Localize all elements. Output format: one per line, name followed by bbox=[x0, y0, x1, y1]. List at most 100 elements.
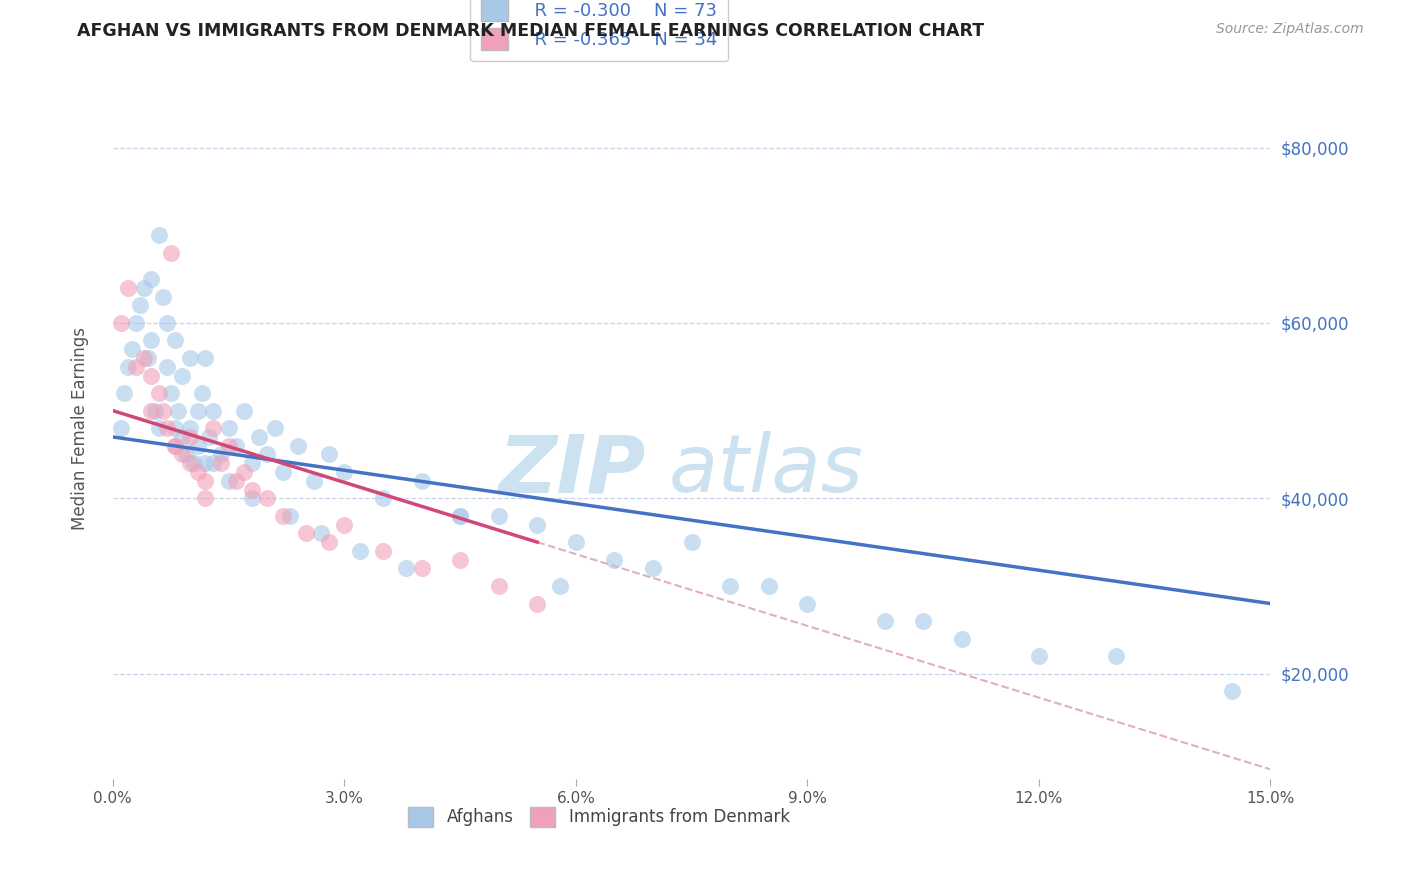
Point bbox=[172, 430, 194, 444]
Point bbox=[411, 561, 433, 575]
Point bbox=[179, 351, 201, 365]
Point bbox=[202, 456, 225, 470]
Point bbox=[209, 456, 232, 470]
Text: Source: ZipAtlas.com: Source: ZipAtlas.com bbox=[1216, 22, 1364, 37]
Point bbox=[271, 465, 294, 479]
Point bbox=[141, 403, 163, 417]
Point bbox=[112, 386, 135, 401]
Point bbox=[526, 597, 548, 611]
Point bbox=[218, 421, 240, 435]
Point bbox=[148, 421, 170, 435]
Point bbox=[449, 508, 471, 523]
Point bbox=[681, 535, 703, 549]
Point bbox=[198, 430, 221, 444]
Point bbox=[333, 465, 356, 479]
Point bbox=[550, 579, 572, 593]
Point bbox=[488, 508, 510, 523]
Point bbox=[395, 561, 418, 575]
Point bbox=[565, 535, 588, 549]
Point bbox=[187, 403, 209, 417]
Point bbox=[449, 508, 471, 523]
Point bbox=[179, 421, 201, 435]
Point bbox=[163, 439, 186, 453]
Point bbox=[202, 421, 225, 435]
Point bbox=[141, 272, 163, 286]
Point bbox=[194, 491, 217, 506]
Point bbox=[117, 281, 139, 295]
Point bbox=[873, 614, 896, 628]
Point bbox=[136, 351, 159, 365]
Point bbox=[187, 465, 209, 479]
Point bbox=[256, 448, 278, 462]
Point bbox=[152, 403, 174, 417]
Point bbox=[194, 351, 217, 365]
Point bbox=[172, 448, 194, 462]
Point bbox=[349, 544, 371, 558]
Point bbox=[318, 448, 340, 462]
Text: ZIP: ZIP bbox=[498, 431, 645, 509]
Point bbox=[302, 474, 325, 488]
Point bbox=[110, 316, 132, 330]
Point bbox=[309, 526, 332, 541]
Point bbox=[912, 614, 935, 628]
Point bbox=[1028, 649, 1050, 664]
Point bbox=[148, 228, 170, 243]
Point bbox=[256, 491, 278, 506]
Point bbox=[240, 483, 263, 497]
Point bbox=[1220, 684, 1243, 698]
Point bbox=[121, 343, 143, 357]
Point bbox=[294, 526, 316, 541]
Point bbox=[141, 368, 163, 383]
Point bbox=[141, 334, 163, 348]
Point bbox=[148, 386, 170, 401]
Point bbox=[125, 359, 148, 374]
Point bbox=[202, 403, 225, 417]
Point bbox=[187, 439, 209, 453]
Y-axis label: Median Female Earnings: Median Female Earnings bbox=[72, 326, 89, 530]
Point bbox=[179, 430, 201, 444]
Point bbox=[318, 535, 340, 549]
Point bbox=[183, 456, 205, 470]
Point bbox=[159, 245, 181, 260]
Point bbox=[796, 597, 818, 611]
Point bbox=[249, 430, 271, 444]
Point bbox=[156, 359, 179, 374]
Point bbox=[125, 316, 148, 330]
Point bbox=[110, 421, 132, 435]
Point bbox=[194, 456, 217, 470]
Point bbox=[287, 439, 309, 453]
Point bbox=[411, 474, 433, 488]
Point bbox=[156, 316, 179, 330]
Point bbox=[218, 439, 240, 453]
Point bbox=[333, 517, 356, 532]
Point bbox=[194, 474, 217, 488]
Point bbox=[371, 491, 394, 506]
Point bbox=[225, 474, 247, 488]
Text: AFGHAN VS IMMIGRANTS FROM DENMARK MEDIAN FEMALE EARNINGS CORRELATION CHART: AFGHAN VS IMMIGRANTS FROM DENMARK MEDIAN… bbox=[77, 22, 984, 40]
Point bbox=[179, 456, 201, 470]
Point bbox=[172, 368, 194, 383]
Point bbox=[641, 561, 664, 575]
Point bbox=[163, 334, 186, 348]
Point bbox=[758, 579, 780, 593]
Point bbox=[488, 579, 510, 593]
Point bbox=[159, 386, 181, 401]
Point bbox=[132, 281, 155, 295]
Point bbox=[152, 290, 174, 304]
Point bbox=[264, 421, 287, 435]
Point bbox=[128, 298, 150, 312]
Point bbox=[117, 359, 139, 374]
Point bbox=[163, 421, 186, 435]
Point bbox=[240, 491, 263, 506]
Point bbox=[190, 386, 212, 401]
Point bbox=[218, 474, 240, 488]
Point bbox=[280, 508, 302, 523]
Point bbox=[371, 544, 394, 558]
Point bbox=[156, 421, 179, 435]
Point bbox=[526, 517, 548, 532]
Point bbox=[225, 439, 247, 453]
Legend: Afghans, Immigrants from Denmark: Afghans, Immigrants from Denmark bbox=[402, 800, 796, 834]
Point bbox=[603, 552, 626, 566]
Point bbox=[163, 439, 186, 453]
Point bbox=[271, 508, 294, 523]
